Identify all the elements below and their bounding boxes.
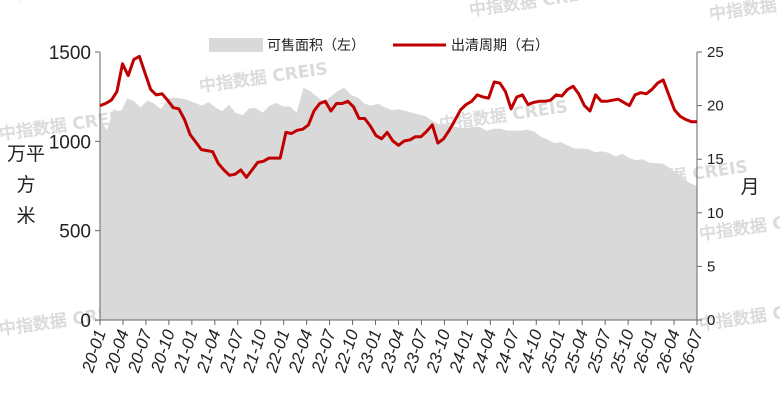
legend: 可售面积（左） 出清周期（右） [209, 38, 549, 54]
left-axis-label-line-2: 米 [16, 205, 35, 227]
right-tick-label: 25 [707, 44, 724, 61]
watermark-text: 中指数据 CREIS [468, 0, 599, 21]
watermark-text: 中指数据 CREIS [10, 0, 141, 5]
left-axis-label-line-1: 万平 [7, 143, 45, 165]
right-axis-ticks: 0 5 10 15 20 25 [697, 44, 724, 329]
watermark-text: 中指数据 CREIS [708, 0, 780, 25]
right-tick-label: 5 [707, 258, 715, 275]
clearance-cycle-series [99, 54, 697, 179]
x-axis-ticks: 20-0120-0420-0720-1021-0121-0421-0721-10… [78, 320, 707, 376]
left-tick-label: 1000 [49, 132, 91, 153]
left-axis-label-mid: 方 [16, 174, 35, 196]
clearance-cycle-line [99, 54, 697, 179]
available-area-fill [100, 87, 697, 320]
right-tick-label: 0 [707, 312, 715, 329]
left-tick-label: 0 [80, 311, 91, 332]
legend-area-label: 可售面积（左） [267, 38, 365, 54]
legend-line-label: 出清周期（右） [451, 38, 549, 54]
right-tick-label: 15 [707, 151, 724, 168]
left-tick-label: 500 [59, 222, 91, 243]
left-axis-ticks: 0 500 1000 1500 [49, 43, 100, 332]
left-tick-label: 1500 [49, 43, 91, 64]
right-tick-label: 10 [707, 205, 724, 222]
right-axis-label: 月 [740, 176, 759, 198]
available-area-series [100, 87, 697, 320]
legend-area-swatch [209, 38, 263, 52]
right-tick-label: 20 [707, 98, 724, 115]
